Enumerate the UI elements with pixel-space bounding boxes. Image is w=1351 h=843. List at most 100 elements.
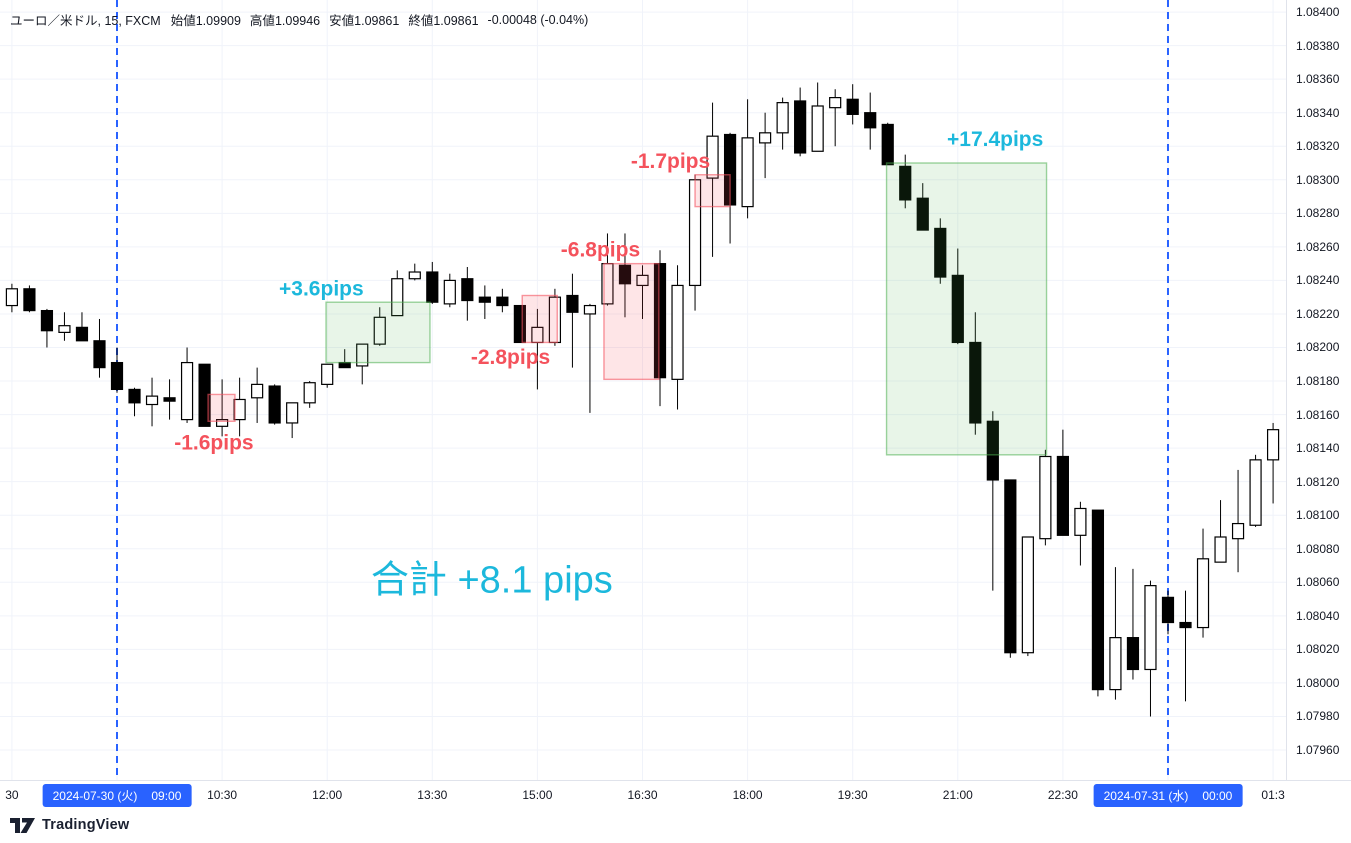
trade-box-loss[interactable] — [603, 262, 660, 381]
time-tick-label: 19:30 — [837, 788, 868, 802]
candle-body[interactable] — [899, 165, 912, 201]
candle-body[interactable] — [408, 271, 421, 280]
candle-body[interactable] — [93, 340, 106, 369]
candle-body[interactable] — [776, 102, 789, 134]
candle-body[interactable] — [1039, 455, 1052, 540]
trade-box-loss[interactable] — [694, 174, 731, 208]
candle-body[interactable] — [618, 264, 632, 285]
candle-body[interactable] — [1144, 585, 1157, 671]
candle-body[interactable] — [1196, 558, 1210, 629]
candle-body[interactable] — [198, 363, 211, 427]
ohlc-close: 終値1.09861 — [408, 14, 479, 28]
time-tick-label: 30 — [5, 788, 19, 802]
candle-body[interactable] — [1161, 596, 1175, 624]
candle-body[interactable] — [1004, 479, 1017, 654]
candle-body[interactable] — [251, 383, 264, 399]
candle-body[interactable] — [794, 100, 807, 154]
date-change-badge: 2024-07-30 (火) 09:00 — [42, 784, 192, 807]
candle-body[interactable] — [180, 361, 194, 421]
price-tick-label: 1.08000 — [1296, 675, 1340, 690]
candlestick-canvas[interactable]: -1.6pips +3.6pips -2.8pips -6.8pips -1.7pips… — [0, 0, 1286, 780]
candle-body[interactable] — [1249, 459, 1262, 526]
candle-body[interactable] — [215, 419, 229, 427]
candle-body[interactable] — [986, 420, 999, 481]
candle-body[interactable] — [426, 271, 439, 303]
candle-body[interactable] — [233, 398, 246, 421]
price-tick-label: 1.08180 — [1296, 374, 1340, 389]
candle-body[interactable] — [1214, 536, 1227, 563]
price-tick-label: 1.08360 — [1296, 72, 1340, 87]
candle-body[interactable] — [636, 274, 649, 287]
trade-box-loss[interactable] — [521, 294, 558, 344]
candle-body[interactable] — [75, 326, 89, 342]
candle-body[interactable] — [478, 296, 491, 303]
candle-body[interactable] — [1266, 429, 1280, 461]
trade-box-win[interactable] — [325, 301, 431, 364]
candle-body[interactable] — [864, 112, 877, 129]
symbol-title[interactable]: ユーロ／米ドル, 15, FXCM — [10, 14, 161, 28]
candle-body[interactable] — [881, 123, 894, 166]
ohlc-open: 始値1.09909 — [170, 14, 241, 28]
candle-body[interactable] — [58, 325, 71, 333]
trade-box-loss[interactable] — [207, 393, 236, 422]
candle-body[interactable] — [356, 343, 369, 367]
candle-body[interactable] — [461, 278, 474, 302]
candle-body[interactable] — [268, 385, 281, 424]
candle-body[interactable] — [443, 279, 456, 305]
trade-box-win[interactable] — [885, 162, 1048, 456]
candle-body[interactable] — [23, 288, 36, 312]
candle-body[interactable] — [128, 388, 141, 404]
candle-body[interactable] — [40, 309, 54, 332]
price-tick-label: 1.08060 — [1296, 575, 1340, 590]
tradingview-logo[interactable]: TradingView — [10, 817, 129, 833]
candle-body[interactable] — [1074, 507, 1087, 536]
candle-body[interactable] — [1231, 522, 1245, 540]
candle-body[interactable] — [391, 278, 404, 317]
candle-body[interactable] — [496, 296, 509, 307]
candle-body[interactable] — [1056, 455, 1069, 536]
candle-body[interactable] — [829, 97, 842, 109]
candle-body[interactable] — [303, 382, 316, 404]
time-tick-label: 10:30 — [207, 788, 238, 802]
candle-body[interactable] — [811, 105, 824, 152]
candle-body[interactable] — [566, 294, 579, 313]
trade-pips-label: -6.8pips — [561, 239, 640, 262]
candle-body[interactable] — [759, 132, 772, 144]
candle-body[interactable] — [969, 341, 982, 424]
candle-body[interactable] — [916, 197, 929, 231]
tradingview-logo-icon — [10, 817, 35, 833]
candle-body[interactable] — [338, 361, 351, 369]
candle-body[interactable] — [1126, 637, 1140, 671]
candle-body[interactable] — [163, 397, 176, 402]
candle-body[interactable] — [671, 284, 684, 380]
candle-body[interactable] — [846, 98, 859, 115]
candle-body[interactable] — [951, 274, 964, 344]
candle-body[interactable] — [653, 263, 667, 379]
price-axis[interactable]: 1.08400 1.08380 1.08360 1.08340 1.08320 1.083… — [1286, 0, 1351, 780]
price-tick-label: 1.08260 — [1296, 239, 1340, 254]
price-tick-label: 1.07980 — [1296, 709, 1340, 724]
candle-body[interactable] — [286, 402, 299, 424]
candle-body[interactable] — [741, 137, 754, 208]
candle-body[interactable] — [934, 227, 947, 278]
candle-body[interactable] — [706, 135, 719, 179]
time-tick-label: 16:30 — [627, 788, 658, 802]
candle-body[interactable] — [1021, 536, 1034, 654]
candle-body[interactable] — [513, 304, 526, 344]
time-axis[interactable]: 30 2024-07-30 (火) 09:00 10:30 12:00 13:30 15:0… — [0, 780, 1351, 809]
candle-body[interactable] — [1179, 621, 1192, 629]
date-change-badge: 2024-07-31 (水) 00:00 — [1093, 784, 1243, 807]
candle-body[interactable] — [373, 316, 386, 345]
candle-body[interactable] — [321, 363, 334, 385]
candle-body[interactable] — [1109, 637, 1122, 691]
price-tick-label: 1.08240 — [1296, 273, 1340, 288]
tradingview-logo-text: TradingView — [42, 817, 130, 833]
candle-body[interactable] — [5, 288, 19, 307]
candle-body[interactable] — [145, 395, 159, 406]
time-tick-label: 21:00 — [942, 788, 973, 802]
trade-pips-label: +3.6pips — [279, 277, 364, 300]
candle-body[interactable] — [110, 361, 124, 391]
plot-area[interactable]: -1.6pips +3.6pips -2.8pips -6.8pips -1.7pips… — [0, 0, 1286, 780]
candle-body[interactable] — [583, 304, 597, 315]
candle-body[interactable] — [1091, 509, 1105, 691]
